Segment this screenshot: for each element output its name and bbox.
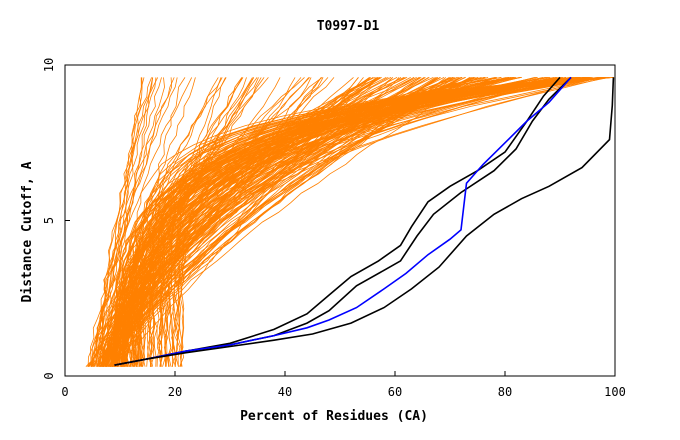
- background-series-line: [129, 77, 486, 367]
- background-series-line: [155, 77, 605, 367]
- background-series-line: [146, 77, 580, 367]
- background-series-line: [175, 77, 593, 367]
- y-axis-label: Distance Cutoff, A: [20, 161, 35, 302]
- background-series-group: [85, 77, 614, 368]
- x-axis-label: Percent of Residues (CA): [240, 409, 428, 424]
- background-series-line: [150, 77, 585, 367]
- highlighted-series-line: [114, 76, 561, 366]
- background-series-line: [97, 77, 193, 367]
- y-tick-label: 10: [42, 58, 56, 72]
- background-series-line: [177, 77, 610, 367]
- highlighted-series-line: [114, 77, 615, 366]
- background-series-line: [95, 77, 154, 367]
- x-axis-ticks: 0 20 40 60 80 100: [61, 371, 626, 399]
- background-series-line: [168, 77, 610, 367]
- y-tick-label: 5: [42, 217, 56, 224]
- background-series-line: [179, 77, 589, 367]
- background-series-line: [179, 77, 591, 367]
- background-series-line: [158, 77, 605, 367]
- x-tick-label: 80: [498, 385, 512, 399]
- background-series-line: [138, 77, 614, 367]
- background-series-line: [150, 77, 581, 367]
- background-series-line: [172, 77, 601, 367]
- highlighted-series-line: [114, 76, 572, 366]
- x-tick-label: 0: [61, 385, 68, 399]
- highlighted-series-group: [114, 76, 615, 366]
- background-series-line: [156, 77, 614, 367]
- x-tick-label: 60: [388, 385, 402, 399]
- background-series-line: [122, 77, 607, 367]
- background-series-line: [146, 77, 585, 367]
- chart-title: T0997-D1: [317, 19, 380, 34]
- background-series-line: [135, 77, 580, 367]
- background-series-line: [89, 77, 178, 367]
- background-series-line: [91, 77, 227, 367]
- x-tick-label: 40: [278, 385, 292, 399]
- background-series-line: [99, 77, 145, 367]
- background-series-line: [152, 77, 587, 367]
- background-series-line: [122, 77, 578, 367]
- y-tick-label: 0: [42, 372, 56, 379]
- background-series-line: [161, 77, 590, 367]
- background-series-line: [167, 77, 609, 367]
- background-series-line: [134, 77, 605, 367]
- background-series-line: [104, 77, 451, 367]
- x-tick-label: 100: [604, 385, 626, 399]
- x-tick-label: 20: [168, 385, 182, 399]
- y-axis-ticks: 0 5 10: [42, 58, 70, 380]
- background-series-line: [137, 77, 610, 367]
